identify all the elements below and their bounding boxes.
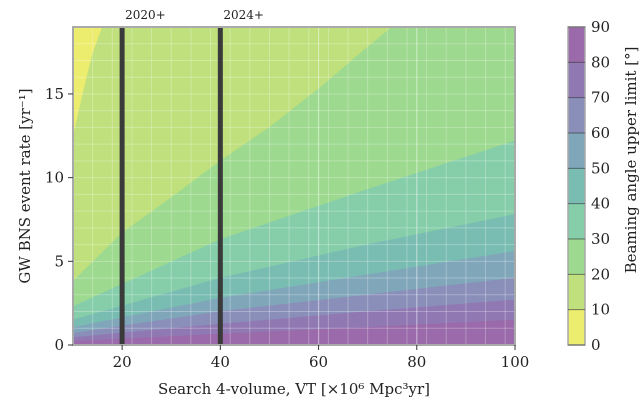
colorbar-segment [568,239,585,275]
colorbar-segment [568,62,585,98]
colorbar-segment [568,203,585,239]
colorbar-tick-label: 0 [591,336,601,354]
vertical-line-label: 2024+ [223,8,264,22]
colorbar-tick-label: 30 [591,230,610,248]
y-axis-label: GW BNS event rate [yr⁻¹] [16,88,34,283]
colorbar-tick-label: 70 [591,89,610,107]
x-tick-label: 80 [407,353,426,371]
colorbar-segment [568,309,585,345]
x-tick-label: 40 [211,353,230,371]
x-tick-label: 60 [309,353,328,371]
y-tick-label: 15 [45,85,64,103]
colorbar-tick-label: 90 [591,18,610,36]
y-tick-label: 5 [54,252,64,270]
x-tick-label: 20 [113,353,132,371]
colorbar-tick-label: 40 [591,195,610,213]
colorbar-label: Beaming angle upper limit [°] [622,47,640,274]
colorbar-tick-label: 10 [591,301,610,319]
plot-frame [72,26,516,346]
vertical-line-label: 2020+ [125,8,166,22]
x-axis-label: Search 4-volume, VT [×10⁶ Mpc³yr] [158,380,430,398]
colorbar-tick-label: 50 [591,159,610,177]
colorbar-segment [568,133,585,169]
colorbar-segment [568,274,585,310]
colorbar-segment [568,168,585,204]
colorbar-segment [568,97,585,133]
colorbar-tick-label: 60 [591,124,610,142]
colorbar-segment [568,27,585,63]
colorbar-tick-label: 20 [591,265,610,283]
y-tick-label: 10 [45,169,64,187]
colorbar-tick-label: 80 [591,53,610,71]
y-tick-label: 0 [54,336,64,354]
x-tick-label: 100 [501,353,530,371]
